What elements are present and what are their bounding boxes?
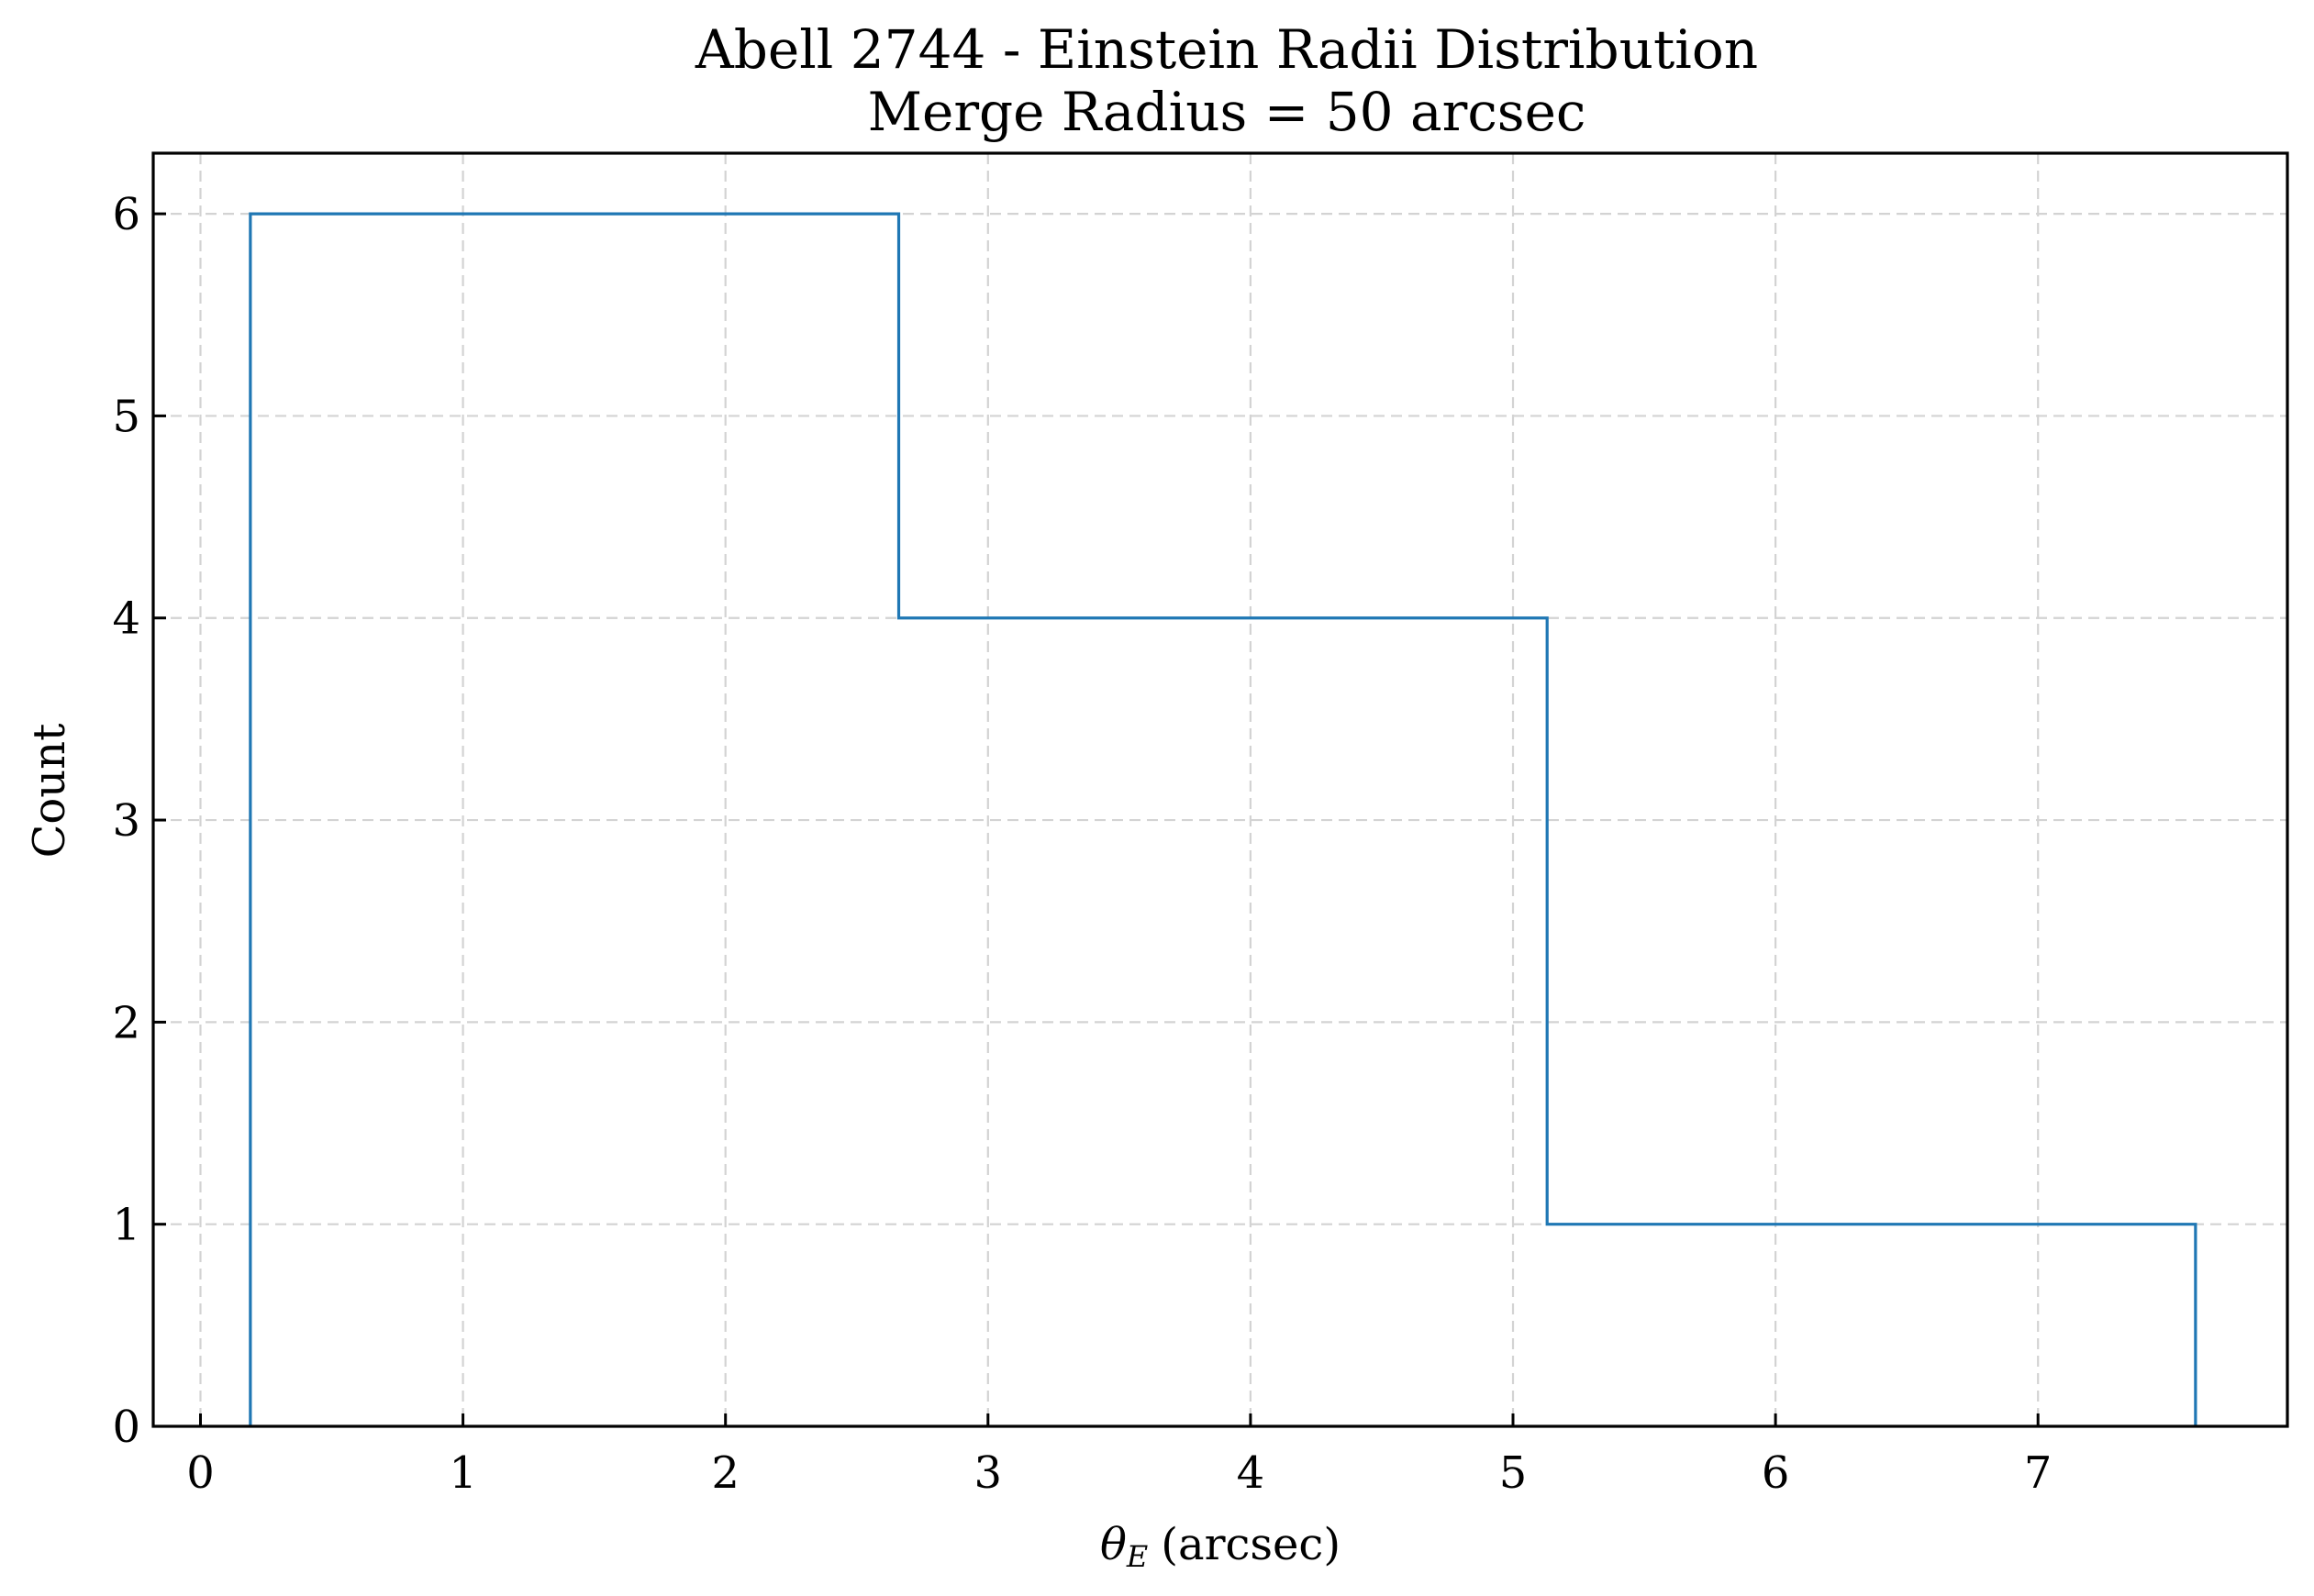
x-axis-symbol: θ <box>1100 1519 1127 1570</box>
x-tick-label: 3 <box>974 1447 1003 1499</box>
grid <box>153 153 2287 1428</box>
x-tick-label: 0 <box>186 1447 215 1499</box>
y-tick-label: 2 <box>112 997 140 1048</box>
y-tick-label: 6 <box>112 189 140 240</box>
chart-subtitle: Merge Radius = 50 arcsec <box>868 81 1586 143</box>
x-tick-label: 5 <box>1499 1447 1528 1499</box>
x-tick-label: 2 <box>711 1447 740 1499</box>
x-axis-symbol-subscript: E <box>1126 1539 1148 1574</box>
chart-title: Abell 2744 - Einstein Radii Distribution <box>695 18 1758 81</box>
x-tick-label: 6 <box>1762 1447 1790 1499</box>
x-tick-label: 7 <box>2024 1447 2053 1499</box>
y-tick-label: 4 <box>112 593 140 645</box>
y-tick-label: 0 <box>112 1402 140 1453</box>
y-tick-label: 3 <box>112 795 140 847</box>
x-axis-label: θE (arcsec) <box>1100 1519 1341 1574</box>
plot-frame <box>151 151 2289 1428</box>
y-tick-label: 1 <box>112 1200 140 1251</box>
histogram-step-line <box>249 212 2197 1426</box>
x-axis-unit: (arcsec) <box>1161 1519 1341 1570</box>
histogram-layer <box>249 212 2197 1426</box>
y-axis-label: Count <box>24 724 75 859</box>
axis-ticks: 0 1 2 3 4 5 6 7 0 1 2 3 4 5 6 <box>112 189 2052 1499</box>
x-tick-label: 4 <box>1237 1447 1265 1499</box>
y-tick-label: 5 <box>112 391 140 442</box>
x-tick-label: 1 <box>449 1447 477 1499</box>
